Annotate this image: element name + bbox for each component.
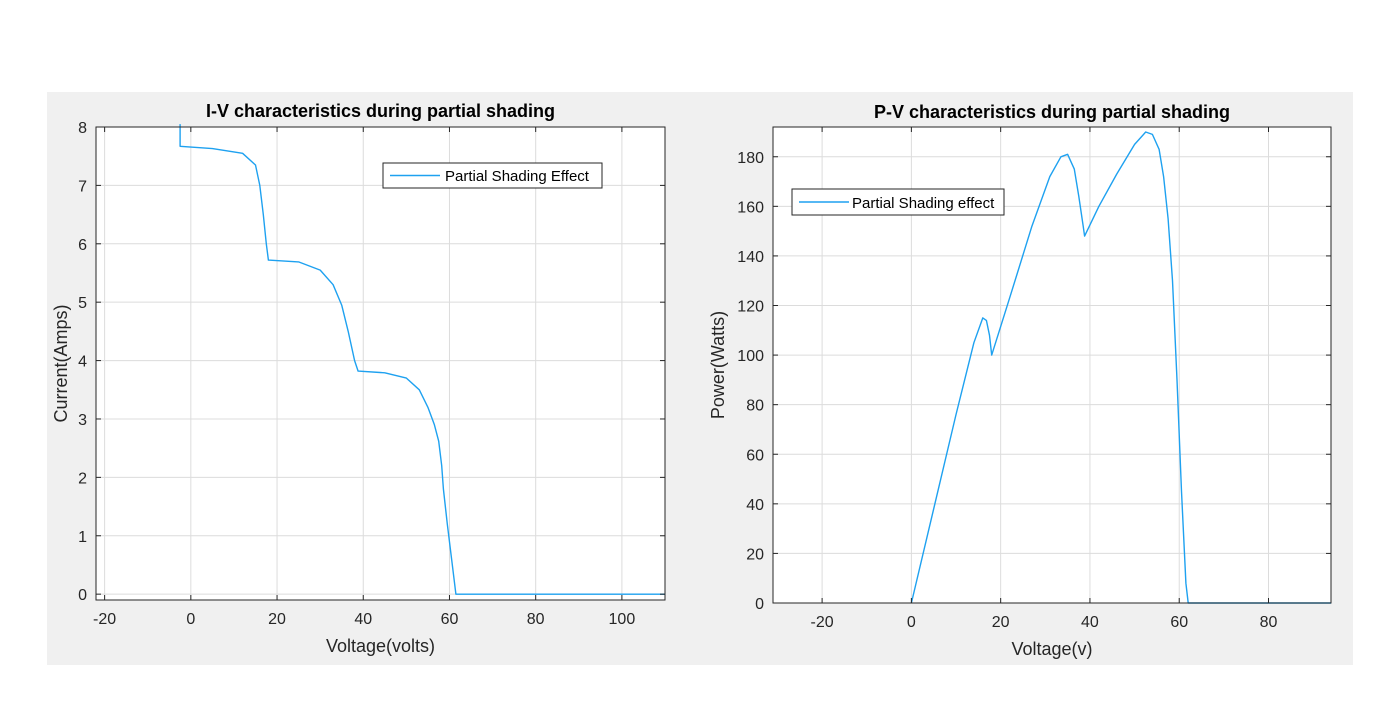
iv-x-tick-label: 100 <box>609 611 636 628</box>
iv-y-axis-label: Current(Amps) <box>51 304 71 422</box>
iv-ticks: -20 0 20 40 60 80 100 0 1 2 3 4 5 6 7 8 <box>78 120 665 628</box>
pv-y-tick-label: 60 <box>746 447 764 464</box>
iv-y-tick-label: 4 <box>78 354 87 371</box>
iv-x-tick-label: 0 <box>186 611 195 628</box>
pv-legend: Partial Shading effect <box>791 188 1005 216</box>
pv-x-axis-label: Voltage(v) <box>1011 639 1092 659</box>
iv-y-tick-label: 0 <box>78 587 87 604</box>
iv-legend: Partial Shading Effect <box>382 162 603 189</box>
pv-x-tick-label: -20 <box>811 614 834 631</box>
iv-legend-label: Partial Shading Effect <box>445 168 590 185</box>
pv-series-line <box>910 131 1331 604</box>
iv-chart: -20 0 20 40 60 80 100 0 1 2 3 4 5 6 7 8 I-V characteris… <box>47 92 696 665</box>
pv-y-tick-label: 80 <box>746 398 764 415</box>
pv-chart-title: P-V characteristics during partial shadi… <box>874 102 1230 122</box>
pv-ticks: -20 0 20 40 60 80 0 20 40 60 80 100 120 140 160 180 <box>737 127 1331 631</box>
pv-y-tick-label: 100 <box>737 348 764 365</box>
pv-x-tick-label: 80 <box>1260 614 1278 631</box>
iv-y-tick-label: 8 <box>78 120 87 137</box>
iv-x-tick-label: -20 <box>93 611 116 628</box>
pv-series-layer <box>910 131 1331 604</box>
iv-x-tick-label: 60 <box>441 611 459 628</box>
iv-x-tick-label: 20 <box>268 611 286 628</box>
iv-y-tick-label: 5 <box>78 295 87 312</box>
iv-chart-title: I-V characteristics during partial shadi… <box>206 101 555 121</box>
pv-y-tick-label: 40 <box>746 497 764 514</box>
iv-plot-area <box>96 127 665 600</box>
pv-y-tick-label: 120 <box>737 299 764 316</box>
iv-series-line <box>179 124 665 595</box>
iv-series-layer <box>179 124 665 595</box>
pv-x-tick-label: 60 <box>1170 614 1188 631</box>
iv-y-tick-label: 7 <box>78 178 87 195</box>
iv-x-tick-label: 80 <box>527 611 545 628</box>
pv-y-axis-label: Power(Watts) <box>708 311 728 419</box>
pv-y-tick-label: 140 <box>737 249 764 266</box>
iv-y-tick-label: 2 <box>78 470 87 487</box>
pv-y-tick-label: 0 <box>755 596 764 613</box>
pv-axes-box <box>772 126 1332 604</box>
pv-y-tick-label: 20 <box>746 546 764 563</box>
iv-axes-box <box>95 126 666 601</box>
iv-y-tick-label: 3 <box>78 412 87 429</box>
iv-grid <box>96 126 665 600</box>
iv-x-axis-label: Voltage(volts) <box>326 636 435 656</box>
pv-y-tick-label: 160 <box>737 199 764 216</box>
pv-y-tick-label: 180 <box>737 150 764 167</box>
iv-y-tick-label: 6 <box>78 237 87 254</box>
iv-y-tick-label: 1 <box>78 529 87 546</box>
pv-x-tick-label: 40 <box>1081 614 1099 631</box>
iv-x-tick-label: 40 <box>354 611 372 628</box>
pv-chart: -20 0 20 40 60 80 0 20 40 60 80 100 120 140 160 180 P-V… <box>696 92 1353 665</box>
pv-x-tick-label: 20 <box>992 614 1010 631</box>
pv-legend-label: Partial Shading effect <box>852 195 995 212</box>
pv-x-tick-label: 0 <box>907 614 916 631</box>
